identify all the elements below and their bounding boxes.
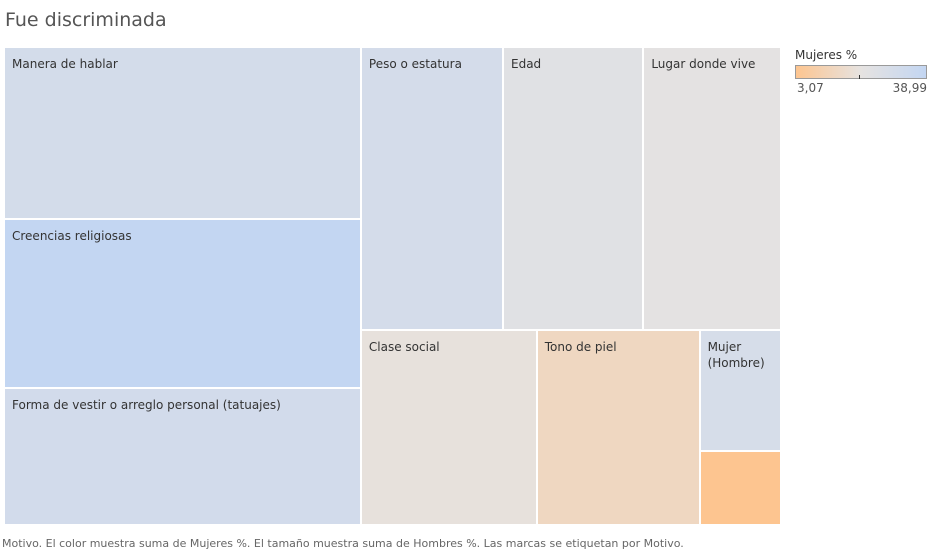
treemap-tile-label: Manera de hablar (12, 57, 118, 71)
treemap-tile[interactable]: Tono de piel (536, 330, 700, 525)
treemap-tile[interactable]: Mujer (Hombre) (699, 330, 781, 451)
color-legend: Mujeres % 3,07 38,99 (795, 48, 931, 97)
treemap-tile[interactable] (699, 450, 781, 525)
chart-caption: Motivo. El color muestra suma de Mujeres… (2, 537, 684, 550)
treemap-tile-label: Clase social (368, 340, 440, 355)
legend-gradient-bar[interactable] (795, 65, 927, 79)
treemap-chart: Manera de hablar Creencias religiosas Form… (4, 47, 781, 525)
treemap-tile[interactable]: Peso o estatura (360, 47, 503, 331)
treemap-tile-label: Edad (511, 57, 542, 71)
treemap-tile-label: Peso o estatura (368, 57, 462, 71)
treemap-tile[interactable]: Clase social (360, 330, 537, 525)
treemap-tile[interactable]: Creencias religiosas (4, 219, 361, 389)
treemap-tile[interactable]: Manera de hablar (4, 47, 361, 220)
treemap-tile-label: Mujer (Hombre) (707, 340, 765, 371)
treemap-tile-label: Lugar donde vive (651, 57, 756, 71)
legend-marker-tick (859, 75, 861, 79)
treemap-tile-label: Forma de vestir o arreglo personal (tatu… (12, 398, 281, 413)
legend-max-label: 38,99 (892, 81, 927, 95)
treemap-tile[interactable]: Edad (503, 47, 644, 331)
treemap-tile-label: Tono de piel (544, 340, 617, 355)
chart-title: Fue discriminada (5, 9, 167, 31)
treemap-tile[interactable]: Forma de vestir o arreglo personal (tatu… (4, 388, 361, 525)
treemap-tile-label: Creencias religiosas (12, 229, 132, 244)
treemap-tile[interactable]: Lugar donde vive (643, 47, 781, 331)
legend-title: Mujeres % (795, 48, 858, 62)
legend-min-label: 3,07 (797, 81, 824, 95)
